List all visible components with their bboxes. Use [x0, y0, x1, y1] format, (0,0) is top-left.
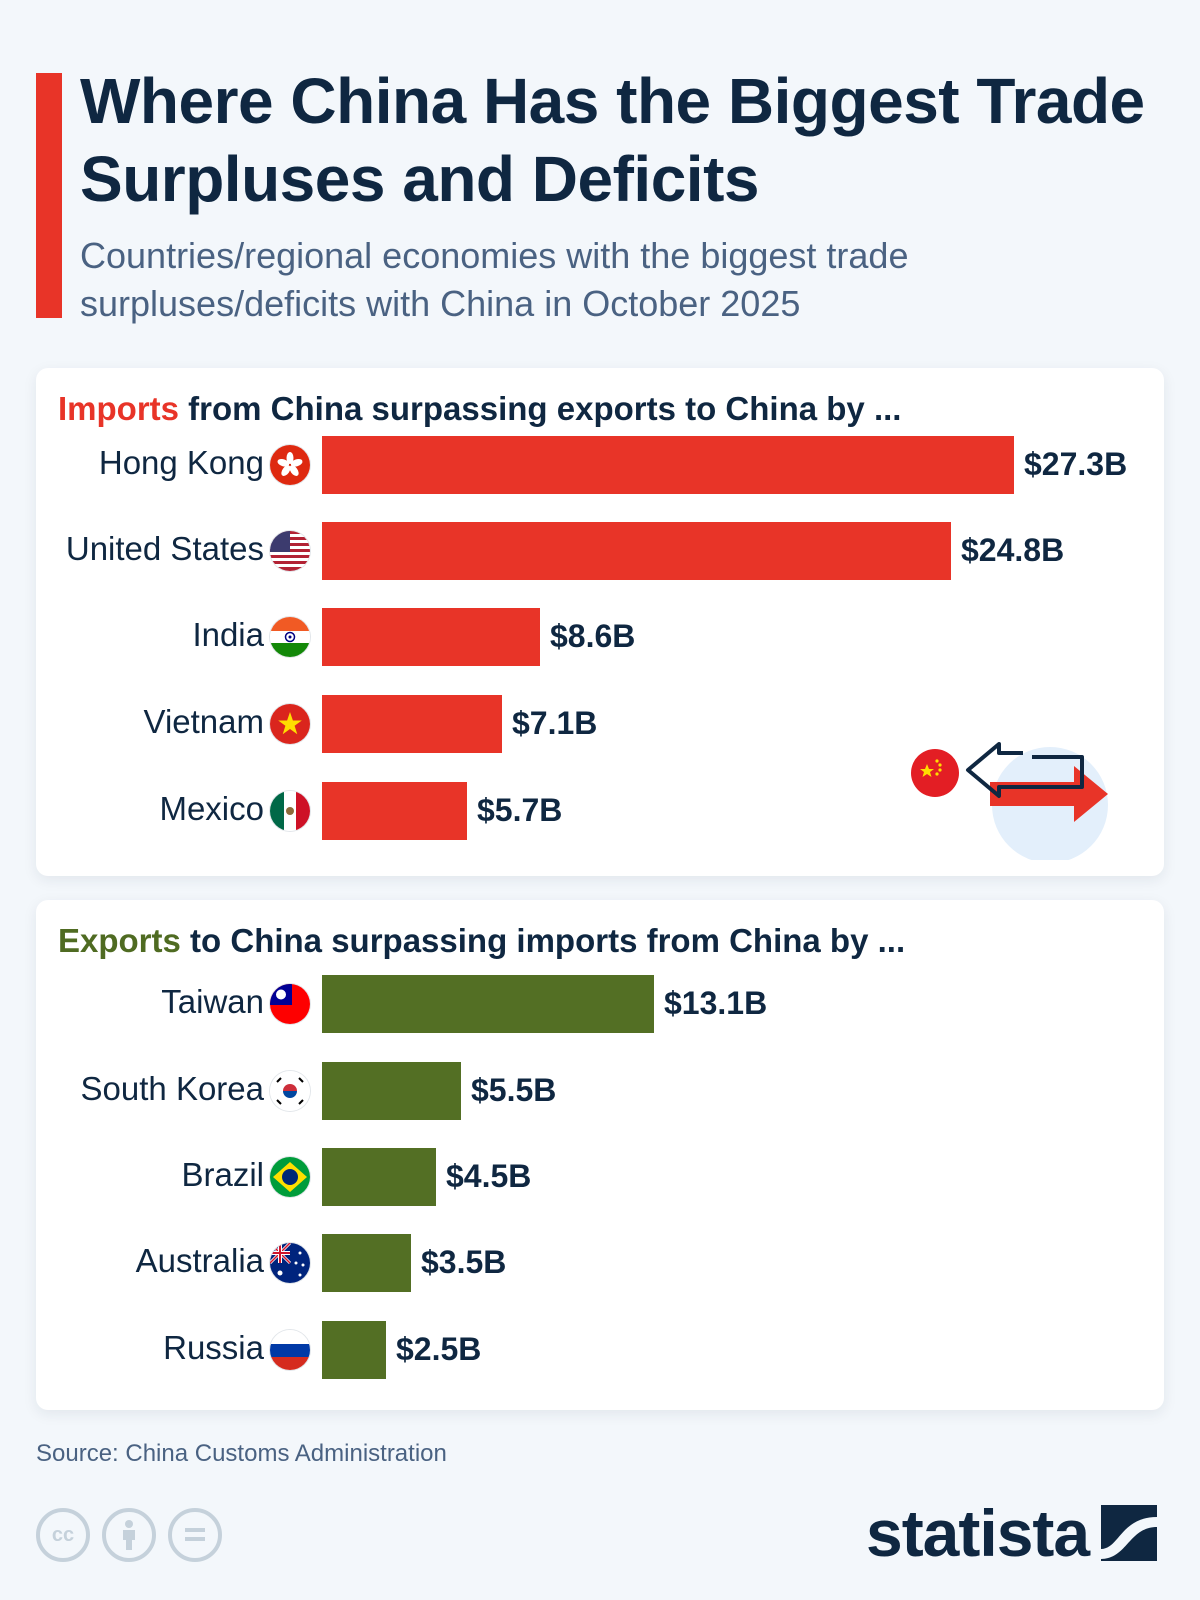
- country-label: India: [192, 616, 264, 653]
- bar-brazil: [322, 1148, 436, 1206]
- bar-hong-kong: [322, 436, 1014, 494]
- statista-logo-mark-icon: [1101, 1505, 1158, 1561]
- imports-panel: Imports from China surpassing exports to…: [36, 368, 1164, 876]
- country-label: United States: [65, 530, 264, 567]
- value-label: $4.5B: [446, 1158, 532, 1194]
- russia-flag-icon: [270, 1330, 310, 1370]
- page-title: Where China Has the Biggest Trade Surplu…: [80, 65, 1145, 215]
- value-label: $3.5B: [421, 1244, 507, 1280]
- country-label: Brazil: [181, 1156, 264, 1193]
- bar-united-states: [322, 522, 951, 580]
- bar-row: Hong Kong $27.3B: [36, 436, 1164, 494]
- bar-row: Brazil $4.5B: [36, 1148, 1164, 1206]
- cc-icon[interactable]: cc: [36, 1508, 90, 1562]
- imports-heading-rest: from China surpassing exports to China b…: [179, 390, 902, 427]
- value-label: $7.1B: [512, 705, 598, 741]
- mexico-flag-icon: [270, 791, 310, 831]
- page-subtitle: Countries/regional economies with the bi…: [80, 235, 909, 324]
- value-label: $8.6B: [550, 618, 636, 654]
- title-accent-bar: [36, 73, 62, 318]
- value-label: $24.8B: [961, 532, 1065, 568]
- bar-row: Russia $2.5B: [36, 1321, 1164, 1379]
- vietnam-flag-icon: [270, 704, 310, 744]
- statista-logo[interactable]: statista: [866, 1496, 1158, 1570]
- country-label: Russia: [163, 1329, 264, 1366]
- value-label: $5.5B: [471, 1072, 557, 1108]
- value-label: $5.7B: [477, 792, 563, 828]
- imports-heading: Imports from China surpassing exports to…: [58, 390, 901, 428]
- south-korea-flag-icon: [270, 1071, 310, 1111]
- bar-row: Taiwan $13.1B: [36, 975, 1164, 1033]
- country-label: South Korea: [80, 1070, 264, 1107]
- country-label: Australia: [135, 1242, 264, 1279]
- india-flag-icon: [270, 617, 310, 657]
- source-note: Source: China Customs Administration: [36, 1440, 447, 1467]
- bar-russia: [322, 1321, 386, 1379]
- trade-exchange-icon: [911, 742, 1108, 860]
- taiwan-flag-icon: [270, 984, 310, 1024]
- bar-mexico: [322, 782, 467, 840]
- exports-panel: Exports to China surpassing imports from…: [36, 900, 1164, 1410]
- australia-flag-icon: [270, 1243, 310, 1283]
- value-label: $2.5B: [396, 1331, 482, 1367]
- bar-row: Mexico $5.7B: [36, 782, 1164, 840]
- exports-highlight: Exports: [58, 922, 181, 959]
- country-label: Mexico: [159, 790, 264, 827]
- country-label: Vietnam: [143, 703, 264, 740]
- bar-row: Australia $3.5B: [36, 1234, 1164, 1292]
- imports-highlight: Imports: [58, 390, 180, 427]
- bar-australia: [322, 1234, 411, 1292]
- attribution-icon[interactable]: [102, 1508, 156, 1562]
- bar-vietnam: [322, 695, 502, 753]
- bar-taiwan: [322, 975, 654, 1033]
- country-label: Taiwan: [161, 983, 264, 1020]
- brazil-flag-icon: [270, 1157, 310, 1197]
- bar-south-korea: [322, 1062, 461, 1120]
- bar-india: [322, 608, 540, 666]
- value-label: $13.1B: [664, 985, 768, 1021]
- no-derivatives-icon[interactable]: [168, 1508, 222, 1562]
- exports-heading: Exports to China surpassing imports from…: [58, 922, 905, 960]
- hong-kong-flag-icon: [270, 445, 310, 485]
- us-flag-icon: [270, 531, 310, 571]
- country-label: Hong Kong: [98, 444, 264, 481]
- value-label: $27.3B: [1024, 446, 1128, 482]
- license-icons: cc: [36, 1508, 222, 1562]
- bar-row: India $8.6B: [36, 608, 1164, 666]
- exports-heading-rest: to China surpassing imports from China b…: [180, 922, 906, 959]
- bar-row: Vietnam $7.1B: [36, 695, 1164, 753]
- bar-row: United States $24.8B: [36, 522, 1164, 580]
- bar-row: South Korea $5.5B: [36, 1062, 1164, 1120]
- logo-wordmark: statista: [866, 1496, 1090, 1570]
